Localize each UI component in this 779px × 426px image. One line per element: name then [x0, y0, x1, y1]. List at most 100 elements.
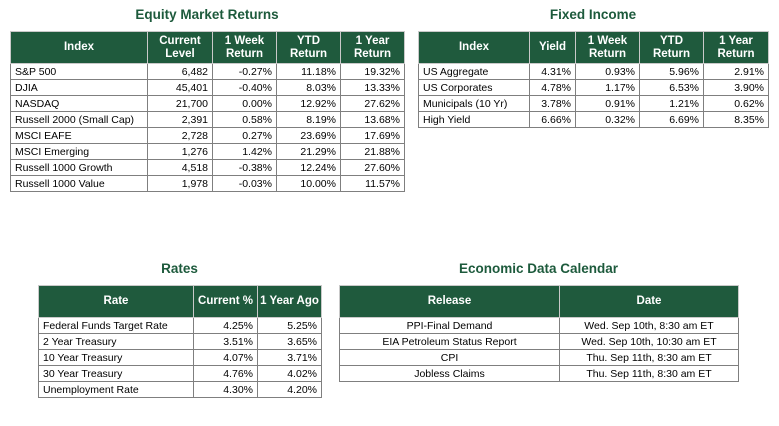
release-name: Jobless Claims [339, 365, 560, 382]
week-return: 0.58% [212, 111, 277, 128]
release-date: Wed. Sep 10th, 8:30 am ET [559, 317, 739, 334]
release-name: CPI [339, 349, 560, 366]
week-return: 0.00% [212, 95, 277, 112]
ytd-return: 11.18% [276, 63, 341, 80]
release-name: PPI-Final Demand [339, 317, 560, 334]
ytd-return: 21.29% [276, 143, 341, 160]
table-row: Russell 1000 Growth 4,518 -0.38% 12.24% … [10, 159, 405, 176]
current-level: 4,518 [147, 159, 213, 176]
week-return: 1.42% [212, 143, 277, 160]
current-rate: 4.30% [193, 381, 258, 398]
week-return: 0.27% [212, 127, 277, 144]
index-name: S&P 500 [10, 63, 148, 80]
rates-header-current: Current % [193, 285, 258, 318]
rates-title: Rates [161, 261, 198, 276]
table-row: S&P 500 6,482 -0.27% 11.18% 19.32% [10, 63, 405, 80]
week-return: -0.38% [212, 159, 277, 176]
calendar-header-release: Release [339, 285, 560, 318]
week-return: -0.03% [212, 175, 277, 192]
year-return: 13.68% [340, 111, 405, 128]
week-return: -0.40% [212, 79, 277, 96]
rate-name: Federal Funds Target Rate [38, 317, 194, 334]
fi-header-ytd-return: YTD Return [639, 31, 704, 64]
index-name: Russell 1000 Growth [10, 159, 148, 176]
rate-name: Unemployment Rate [38, 381, 194, 398]
current-level: 45,401 [147, 79, 213, 96]
year-return: 27.60% [340, 159, 405, 176]
week-return: 0.32% [575, 111, 640, 128]
week-return: 1.17% [575, 79, 640, 96]
year-return: 17.69% [340, 127, 405, 144]
year-ago-rate: 5.25% [257, 317, 322, 334]
yield: 4.31% [529, 63, 576, 80]
fixed-income-table: Index Yield 1 Week Return YTD Return 1 Y… [418, 31, 769, 128]
current-rate: 3.51% [193, 333, 258, 350]
current-level: 1,978 [147, 175, 213, 192]
index-name: US Aggregate [418, 63, 530, 80]
equity-header-ytd-return: YTD Return [276, 31, 341, 64]
ytd-return: 8.03% [276, 79, 341, 96]
table-row: DJIA 45,401 -0.40% 8.03% 13.33% [10, 79, 405, 96]
equity-header-1-week-return: 1 Week Return [212, 31, 277, 64]
year-ago-rate: 4.20% [257, 381, 322, 398]
table-row: CPI Thu. Sep 11th, 8:30 am ET [339, 349, 739, 366]
table-row: Federal Funds Target Rate 4.25% 5.25% [38, 317, 322, 334]
year-return: 27.62% [340, 95, 405, 112]
ytd-return: 10.00% [276, 175, 341, 192]
table-row: PPI-Final Demand Wed. Sep 10th, 8:30 am … [339, 317, 739, 334]
index-name: High Yield [418, 111, 530, 128]
index-name: NASDAQ [10, 95, 148, 112]
calendar-header-date: Date [559, 285, 739, 318]
current-rate: 4.25% [193, 317, 258, 334]
fixed-income-title: Fixed Income [549, 7, 637, 22]
equity-table: Index Current Level 1 Week Return YTD Re… [10, 31, 405, 192]
ytd-return: 8.19% [276, 111, 341, 128]
table-row: Municipals (10 Yr) 3.78% 0.91% 1.21% 0.6… [418, 95, 769, 112]
year-return: 19.32% [340, 63, 405, 80]
year-return: 11.57% [340, 175, 405, 192]
current-level: 2,391 [147, 111, 213, 128]
fi-header-1-year-return: 1 Year Return [703, 31, 769, 64]
release-name: EIA Petroleum Status Report [339, 333, 560, 350]
calendar-table: Release Date PPI-Final Demand Wed. Sep 1… [339, 285, 739, 382]
year-ago-rate: 3.65% [257, 333, 322, 350]
index-name: US Corporates [418, 79, 530, 96]
ytd-return: 6.69% [639, 111, 704, 128]
index-name: DJIA [10, 79, 148, 96]
table-row: 30 Year Treasury 4.76% 4.02% [38, 365, 322, 382]
yield: 4.78% [529, 79, 576, 96]
rate-name: 2 Year Treasury [38, 333, 194, 350]
rates-header-1-year-ago: 1 Year Ago [257, 285, 322, 318]
ytd-return: 23.69% [276, 127, 341, 144]
table-row: Russell 1000 Value 1,978 -0.03% 10.00% 1… [10, 175, 405, 192]
yield: 6.66% [529, 111, 576, 128]
year-return: 8.35% [703, 111, 769, 128]
ytd-return: 5.96% [639, 63, 704, 80]
ytd-return: 6.53% [639, 79, 704, 96]
rate-name: 30 Year Treasury [38, 365, 194, 382]
index-name: MSCI Emerging [10, 143, 148, 160]
release-date: Wed. Sep 10th, 10:30 am ET [559, 333, 739, 350]
week-return: 0.93% [575, 63, 640, 80]
release-date: Thu. Sep 11th, 8:30 am ET [559, 365, 739, 382]
table-row: US Corporates 4.78% 1.17% 6.53% 3.90% [418, 79, 769, 96]
year-return: 21.88% [340, 143, 405, 160]
table-row: 10 Year Treasury 4.07% 3.71% [38, 349, 322, 366]
equity-header-index: Index [10, 31, 148, 64]
ytd-return: 1.21% [639, 95, 704, 112]
release-date: Thu. Sep 11th, 8:30 am ET [559, 349, 739, 366]
year-return: 13.33% [340, 79, 405, 96]
rates-table: Rate Current % 1 Year Ago Federal Funds … [38, 285, 322, 398]
rates-header-rate: Rate [38, 285, 194, 318]
year-ago-rate: 4.02% [257, 365, 322, 382]
week-return: -0.27% [212, 63, 277, 80]
equity-header-current-level: Current Level [147, 31, 213, 64]
index-name: MSCI EAFE [10, 127, 148, 144]
table-row: EIA Petroleum Status Report Wed. Sep 10t… [339, 333, 739, 350]
table-row: High Yield 6.66% 0.32% 6.69% 8.35% [418, 111, 769, 128]
current-level: 1,276 [147, 143, 213, 160]
table-row: Unemployment Rate 4.30% 4.20% [38, 381, 322, 398]
table-row: Jobless Claims Thu. Sep 11th, 8:30 am ET [339, 365, 739, 382]
year-ago-rate: 3.71% [257, 349, 322, 366]
table-row: US Aggregate 4.31% 0.93% 5.96% 2.91% [418, 63, 769, 80]
